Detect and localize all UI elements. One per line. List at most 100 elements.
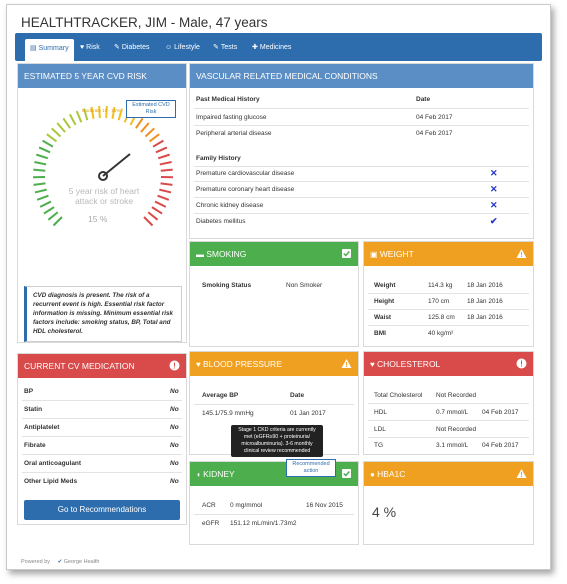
- fh-name: Premature coronary heart disease: [196, 186, 295, 193]
- date-header: Date: [416, 96, 431, 103]
- tab-risk[interactable]: ♥ Risk: [80, 44, 100, 51]
- gauge-tick: [144, 127, 155, 138]
- divider: [22, 436, 182, 437]
- pmh-name: Peripheral arterial disease: [196, 130, 272, 137]
- fh-name: Diabetes mellitus: [196, 218, 246, 225]
- tg-date: 04 Feb 2017: [482, 442, 519, 449]
- gauge-tick: [117, 108, 123, 121]
- smoking-panel: ▬ SMOKING Smoking Status Non Smoker: [189, 241, 359, 347]
- bp-date-header: Date: [290, 392, 305, 399]
- fh-header: Family History: [196, 155, 241, 162]
- gauge-tick: [38, 146, 51, 154]
- tab-medicines[interactable]: ✚ Medicines: [252, 44, 292, 51]
- gauge-tick: [34, 161, 47, 166]
- warning-icon: [341, 359, 352, 368]
- tab-lifestyle[interactable]: ☺ Lifestyle: [165, 44, 200, 51]
- pmh-date: 04 Feb 2017: [416, 114, 453, 121]
- cholesterol-header: ♥ CHOLESTEROL: [364, 352, 533, 376]
- gauge-center-text: 5 year risk of heart attack or stroke: [68, 186, 140, 206]
- divider: [194, 181, 529, 182]
- george-health-brand: George Health: [63, 559, 100, 565]
- smoking-status-label: Smoking Status: [202, 282, 252, 289]
- cvd-risk-gauge: [32, 106, 174, 227]
- nav-bar: ▤ Summary ♥ Risk ✎ Diabetes ☺ Lifestyle ✎ Tes…: [15, 33, 542, 61]
- clipboard-icon: ▤: [30, 45, 37, 52]
- medication-header: CURRENT CV MEDICATION: [18, 354, 186, 378]
- tab-summary[interactable]: ▤ Summary: [25, 39, 74, 61]
- weight-label: Weight: [374, 282, 396, 289]
- chol-value: Not Recorded: [436, 392, 477, 399]
- hba1c-header: ● HBA1C: [364, 462, 533, 486]
- cholesterol-panel: ♥ CHOLESTEROL Total Cholesterol Not Reco…: [363, 351, 534, 455]
- gauge-tick: [42, 139, 54, 148]
- bp-value: 145.1/75.9 mmHg: [202, 410, 254, 417]
- bmi-value: 40 kg/m²: [428, 330, 454, 337]
- alert-icon: [169, 360, 180, 371]
- gauge-tick: [157, 153, 170, 160]
- acr-date: 16 Nov 2015: [306, 502, 343, 509]
- gauge-tick: [52, 216, 63, 227]
- go-to-recommendations-button[interactable]: Go to Recommendations: [24, 500, 180, 520]
- heart-icon: ♥: [196, 360, 203, 369]
- gauge-tick: [151, 206, 163, 215]
- drop-icon: ●: [370, 470, 378, 479]
- hdl-label: HDL: [374, 409, 388, 416]
- gauge-value: 15 %: [88, 214, 108, 224]
- pmh-header: Past Medical History: [196, 96, 260, 103]
- gauge-tick: [160, 182, 173, 186]
- check-icon: ✔: [490, 216, 498, 226]
- fh-name: Premature cardiovascular disease: [196, 170, 295, 177]
- divider: [194, 213, 529, 214]
- gauge-pivot: [98, 171, 108, 181]
- hba1c-panel: ● HBA1C 4 %: [363, 461, 534, 545]
- divider: [22, 400, 182, 401]
- divider: [368, 420, 529, 421]
- gauge-tick: [36, 153, 49, 160]
- gauge-tick: [75, 110, 83, 123]
- heart-icon: ♥: [370, 360, 377, 369]
- med-value: No: [170, 388, 179, 395]
- med-value: No: [170, 442, 179, 449]
- weight-panel: ▣ WEIGHT Weight 114.3 kg 18 Jan 2016 Hei…: [363, 241, 534, 347]
- gauge-tick: [105, 106, 108, 119]
- moderate-label: Moderate 10 - 15%: [82, 108, 121, 113]
- gauge-tick: [159, 161, 172, 166]
- height-date: 18 Jan 2016: [467, 298, 503, 305]
- divider: [194, 404, 354, 405]
- cross-icon: ✕: [490, 200, 498, 210]
- scale-icon: ▣: [370, 250, 380, 259]
- smoking-header: ▬ SMOKING: [190, 242, 358, 266]
- gauge-tick: [159, 188, 172, 194]
- acr-label: ACR: [202, 502, 216, 509]
- hdl-value: 0.7 mmol/L: [436, 409, 469, 416]
- smoking-icon: ▬: [196, 250, 207, 259]
- recommended-action-tag[interactable]: Recommended action: [286, 459, 336, 477]
- waist-value: 125.8 cm: [428, 314, 455, 321]
- cvd-risk-tag[interactable]: Estimated CVD Risk: [126, 100, 176, 118]
- smoking-status-value: Non Smoker: [286, 282, 323, 289]
- footer: Powered by ✔ George Health: [21, 559, 100, 565]
- ldl-value: Not Recorded: [436, 426, 477, 433]
- gauge-tick: [90, 106, 95, 119]
- divider: [22, 472, 182, 473]
- divider: [194, 166, 529, 167]
- tab-diabetes[interactable]: ✎ Diabetes: [114, 44, 150, 51]
- height-value: 170 cm: [428, 298, 450, 305]
- tg-value: 3.1 mmol/L: [436, 442, 469, 449]
- chol-label: Total Cholesterol: [374, 392, 423, 399]
- hba1c-value: 4 %: [372, 504, 397, 520]
- med-value: No: [170, 460, 179, 467]
- tab-tests[interactable]: ✎ Tests: [213, 44, 238, 51]
- gauge-tick: [98, 106, 101, 119]
- gauge-tick: [160, 168, 173, 172]
- gauge-tick: [68, 113, 77, 126]
- cvd-note: CVD diagnosis is present. The risk of a …: [24, 286, 182, 342]
- gauge-tick: [143, 216, 154, 227]
- cvd-risk-panel: ESTIMATED 5 YEAR CVD RISK Estimated CVD …: [17, 63, 187, 343]
- med-name: Antiplatelet: [24, 424, 60, 431]
- vascular-header: VASCULAR RELATED MEDICAL CONDITIONS: [190, 64, 533, 88]
- med-name: Fibrate: [24, 442, 46, 449]
- gauge-tick: [62, 117, 71, 129]
- medication-panel: CURRENT CV MEDICATION BP No Statin No An…: [17, 353, 187, 525]
- gauge-tick: [43, 206, 55, 215]
